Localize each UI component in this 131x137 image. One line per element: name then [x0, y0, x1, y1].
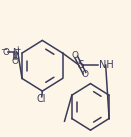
Text: S: S [77, 60, 84, 70]
Text: NH: NH [99, 60, 113, 70]
Text: Cl: Cl [37, 94, 46, 104]
Text: O: O [3, 48, 10, 57]
Text: +: + [15, 45, 21, 54]
Text: −: − [0, 45, 7, 54]
Text: O: O [12, 57, 19, 66]
Text: O: O [72, 51, 79, 60]
Text: O: O [82, 70, 89, 79]
Text: N: N [12, 48, 18, 57]
